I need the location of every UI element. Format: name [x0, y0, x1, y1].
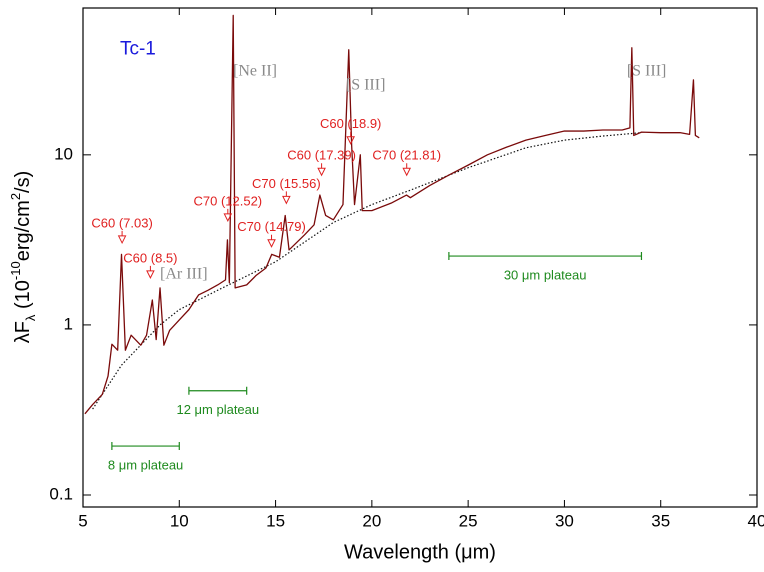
- y-axis-label: λFλ (10-10erg/cm2/s): [8, 171, 38, 344]
- x-tick-label: 10: [170, 511, 189, 530]
- feature-label: C60 (7.03): [91, 215, 152, 230]
- plateau-bar: [111, 442, 180, 451]
- feature-label: C60 (17.39): [287, 148, 356, 163]
- feature-label: C70 (14.79): [237, 219, 306, 234]
- plateau-label: 30 μm plateau: [504, 267, 587, 282]
- y-tick-label: 0.1: [49, 484, 73, 503]
- x-tick-label: 25: [459, 511, 478, 530]
- y-axis-label-part: -10: [8, 261, 23, 280]
- y-tick-label: 10: [54, 144, 73, 163]
- x-axis-label: Wavelength (μm): [344, 541, 496, 563]
- x-tick-label: 30: [555, 511, 574, 530]
- y-axis-label-part: 2: [8, 193, 23, 200]
- x-tick-label: 5: [78, 511, 87, 530]
- line-label: [Ne II]: [233, 62, 277, 79]
- y-tick-label: 1: [64, 314, 73, 333]
- feature-arrow: [146, 265, 155, 279]
- x-tick-label: 35: [651, 511, 670, 530]
- annotation-title: Tc-1: [120, 39, 156, 60]
- feature-arrow: [402, 163, 412, 177]
- y-axis-label-part: /s): [12, 171, 34, 193]
- feature-label: C70 (21.81): [372, 148, 441, 163]
- y-axis-label-part: λ: [23, 314, 38, 321]
- continuum-line: [92, 132, 642, 410]
- y-axis-label-part: λF: [12, 321, 34, 343]
- x-tick-label: 20: [362, 511, 381, 530]
- feature-label: C60 (8.5): [123, 250, 177, 265]
- y-axis-label-part: erg/cm: [12, 200, 34, 261]
- plateau-label: 8 μm plateau: [108, 457, 183, 472]
- feature-arrow: [117, 230, 127, 245]
- plateau-label: 12 μm plateau: [176, 402, 259, 417]
- plot-frame: [82, 7, 758, 508]
- feature-arrow: [317, 163, 326, 177]
- spectrum-line: [84, 14, 700, 415]
- feature-arrow: [346, 131, 355, 145]
- feature-label: C70 (12.52): [193, 193, 262, 208]
- feature-arrow: [282, 191, 291, 205]
- feature-label: C70 (15.56): [252, 176, 321, 191]
- y-axis-label-part: (10: [12, 280, 34, 314]
- line-label: [Ar III]: [160, 266, 208, 283]
- x-tick-label: 40: [748, 511, 764, 530]
- feature-arrow: [223, 208, 233, 222]
- x-tick-label: 15: [266, 511, 285, 530]
- plateau-bar: [188, 386, 248, 395]
- plateau-bar: [448, 252, 643, 261]
- line-label: [S III]: [627, 62, 667, 79]
- line-label: [S III]: [346, 76, 386, 93]
- feature-label: C60 (18.9): [320, 116, 381, 131]
- feature-arrow: [267, 234, 276, 248]
